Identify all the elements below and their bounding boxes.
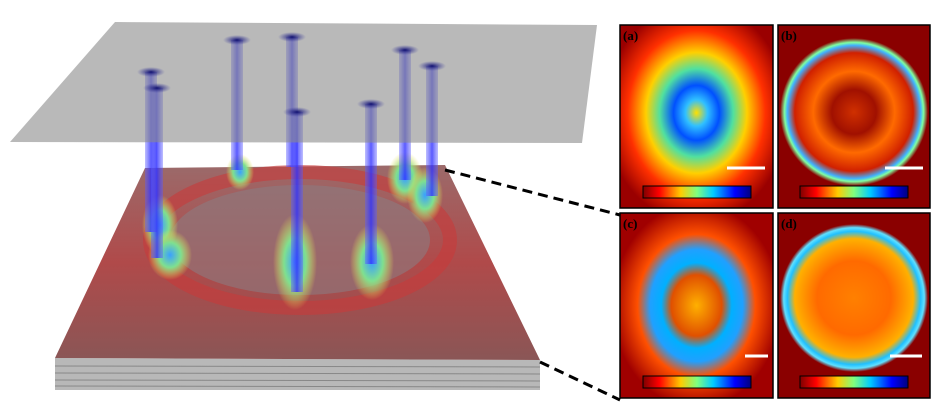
panel-b: (b) (777, 24, 931, 209)
connector (539, 360, 621, 402)
panel-label: (c) (623, 216, 637, 231)
beam-spots (137, 32, 446, 117)
panel-label: (b) (781, 28, 797, 43)
panel-label: (a) (623, 28, 638, 43)
panel-label: (d) (781, 216, 797, 231)
panel-c: (c) (619, 212, 774, 399)
connector (444, 168, 621, 217)
panel-d: (d) (777, 212, 931, 399)
panel-a: (a) (619, 24, 774, 209)
detector-plane (10, 22, 597, 143)
